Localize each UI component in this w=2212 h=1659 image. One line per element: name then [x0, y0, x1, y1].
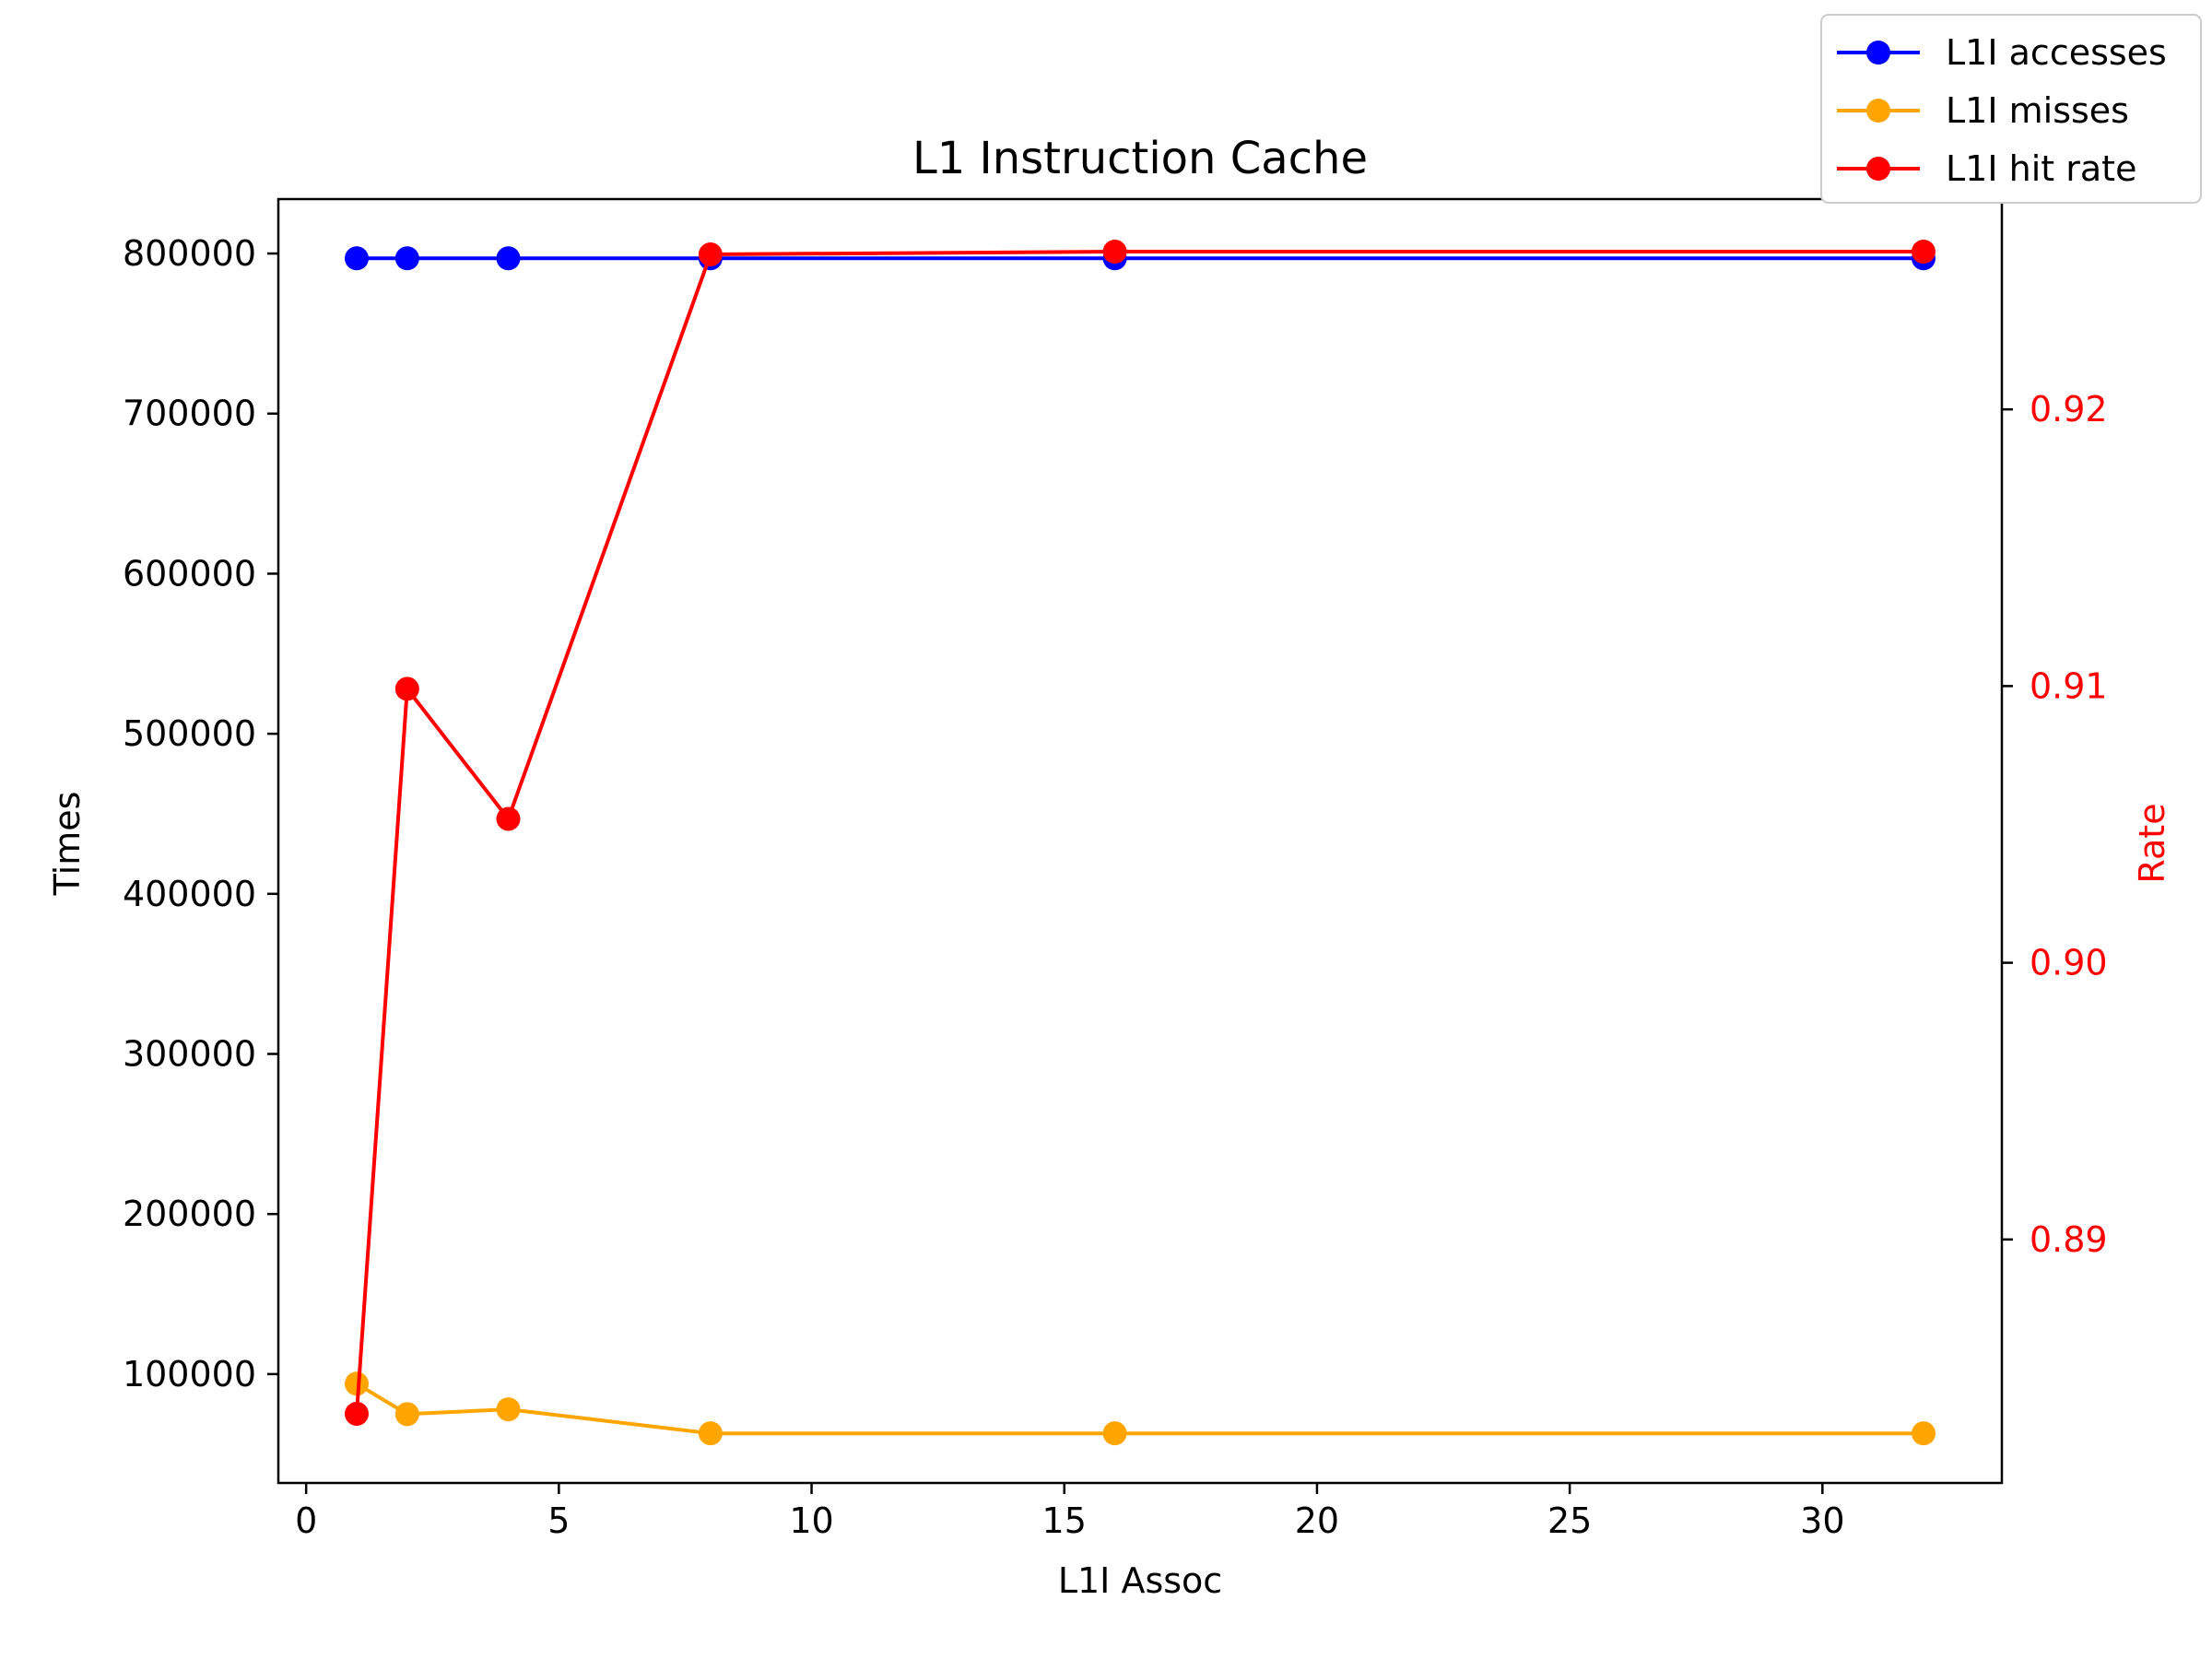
data-point	[496, 806, 521, 831]
y-tick-label-right: 0.90	[2030, 943, 2108, 983]
legend: L1I accesses L1I misses L1I hit rate	[1820, 14, 2202, 204]
y-tick-label-left: 400000	[123, 874, 256, 914]
data-point	[698, 1421, 723, 1446]
y-tick-label-left: 100000	[123, 1354, 256, 1394]
data-point	[496, 1397, 521, 1422]
data-point	[394, 1402, 419, 1427]
legend-label: L1I hit rate	[1946, 148, 2136, 189]
y-tick-label-right: 0.89	[2030, 1219, 2108, 1260]
y-tick-label-left: 800000	[123, 233, 256, 274]
data-point	[345, 1371, 369, 1396]
legend-swatch-marker	[1866, 41, 1890, 65]
x-tick-label: 10	[789, 1500, 833, 1541]
x-axis-label: L1I Assoc	[1058, 1560, 1222, 1601]
data-point	[496, 246, 521, 271]
legend-entry: L1I hit rate	[1837, 148, 2136, 189]
data-point	[345, 246, 369, 271]
y-tick-label-left: 500000	[123, 713, 256, 754]
x-tick-label: 25	[1547, 1500, 1592, 1541]
y-axis-label-right: Rate	[2132, 803, 2172, 883]
chart-title: L1 Instruction Cache	[912, 133, 1368, 184]
legend-box	[1820, 14, 2202, 204]
data-point	[1912, 1421, 1936, 1446]
series-line	[355, 250, 1924, 1415]
legend-entry: L1I misses	[1837, 90, 2129, 131]
axes-layer: 0 5 10 15 20 25 30 100000 200000 300000 400000 5000…	[123, 197, 2108, 1541]
y-tick-label-left: 200000	[123, 1194, 256, 1234]
data-point	[1102, 240, 1127, 265]
y-tick-label-right: 0.92	[2030, 389, 2108, 429]
plot-frame	[276, 197, 2004, 1485]
data-point	[698, 242, 723, 267]
legend-label: L1I misses	[1946, 90, 2129, 131]
legend-entry: L1I accesses	[1837, 32, 2167, 73]
x-tick-label: 30	[1800, 1500, 1844, 1541]
x-tick-label: 15	[1042, 1500, 1087, 1541]
data-point	[394, 246, 419, 271]
x-tick-label: 0	[295, 1500, 317, 1541]
y-tick-label-left: 300000	[123, 1034, 256, 1075]
y-axis-label-left: Times	[47, 792, 88, 897]
x-tick-label: 5	[547, 1500, 570, 1541]
series-l1i-misses	[345, 1371, 1936, 1446]
series-layer	[345, 240, 1936, 1446]
data-point	[345, 1401, 369, 1426]
series-l1i-hit-rate	[345, 240, 1936, 1426]
legend-swatch-marker	[1866, 99, 1890, 123]
y-tick-label-left: 600000	[123, 553, 256, 594]
x-tick-label: 20	[1295, 1500, 1339, 1541]
data-point	[1912, 240, 1936, 265]
legend-label: L1I accesses	[1946, 32, 2167, 73]
legend-swatch-marker	[1866, 157, 1890, 181]
y-tick-label-right: 0.91	[2030, 665, 2108, 706]
data-point	[394, 677, 419, 701]
data-point	[1102, 1421, 1127, 1446]
y-tick-label-left: 700000	[123, 394, 256, 434]
